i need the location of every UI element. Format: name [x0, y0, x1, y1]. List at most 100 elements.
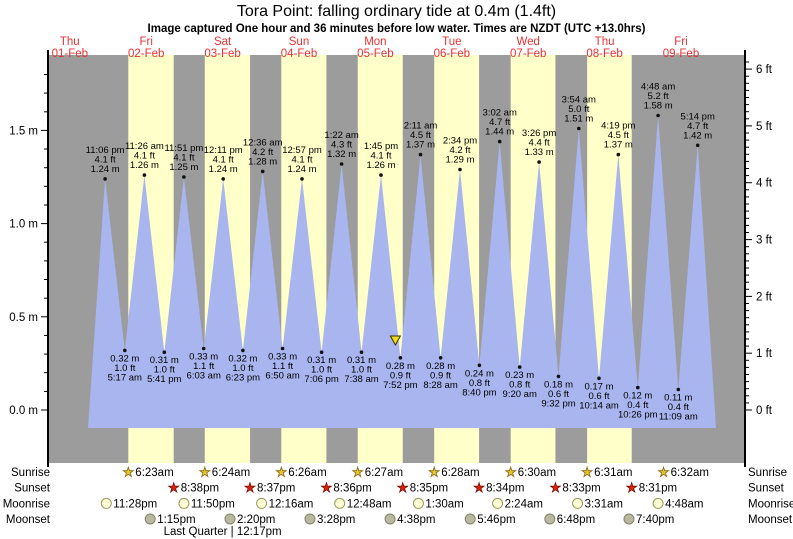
current-tide-marker-icon [389, 335, 402, 347]
sunset-row-label-left: Sunset [14, 483, 51, 495]
low-tide-label: 0.28 m 0.9 ft 8:28 am [423, 361, 457, 391]
sunrise-row-label-right: Sunrise [748, 467, 787, 479]
high-tide-point [142, 173, 147, 177]
sunrise-star-icon: ★ [199, 465, 211, 480]
moonrise-circle-icon [334, 497, 346, 509]
low-tide-label: 0.24 m 0.8 ft 8:40 pm [462, 368, 496, 398]
moonset-time: 1:15pm [157, 514, 195, 526]
left-axis-label: 1.5 m [9, 125, 38, 137]
sunset-star-icon: ★ [168, 480, 180, 495]
low-tide-label: 0.32 m 1.0 ft 6:23 pm [226, 353, 260, 383]
sunrise-time: 6:32am [671, 467, 709, 479]
sunset-time: 8:36pm [333, 483, 371, 495]
moonset-row-label-right: Moonset [748, 514, 793, 526]
high-tide-label: 11:06 pm 4.1 ft 1.24 m [86, 145, 125, 175]
day-label: Wed 07-Feb [510, 36, 546, 60]
low-tide-point [517, 365, 522, 369]
sunrise-star-icon: ★ [505, 465, 517, 480]
sunrise-row-label-left: Sunrise [11, 467, 50, 479]
high-tide-label: 2:34 pm 4.2 ft 1.29 m [443, 136, 477, 166]
low-tide-point [438, 356, 443, 360]
high-tide-point [616, 152, 621, 157]
day-label: Fri 02-Feb [128, 36, 164, 60]
high-tide-label: 2:11 am 4.5 ft 1.37 m [404, 121, 438, 151]
low-tide-label: 0.31 m 1.0 ft 7:38 am [344, 355, 378, 385]
moonrise-row-label-left: Moonrise [3, 498, 50, 510]
low-tide-label: 0.23 m 0.8 ft 9:20 am [503, 370, 537, 400]
low-tide-label: 0.32 m 1.0 ft 5:17 am [108, 353, 142, 383]
moonset-circle-icon [144, 513, 156, 525]
high-tide-point [577, 126, 581, 131]
low-tide-point [359, 350, 364, 355]
day-label: Fri 09-Feb [663, 36, 699, 60]
sunrise-star-icon: ★ [275, 465, 287, 480]
low-tide-point [556, 374, 561, 379]
moonrise-time: 3:31am [585, 498, 623, 510]
low-tide-label: 0.17 m 0.6 ft 10:14 am [579, 381, 619, 411]
sunrise-time: 6:27am [365, 467, 403, 479]
sunset-star-icon: ★ [321, 480, 333, 495]
moon-phase-label: Last Quarter | 12:17pm [164, 526, 282, 538]
moonrise-circle-icon [652, 497, 664, 509]
low-tide-point [241, 348, 245, 353]
low-tide-label: 0.33 m 1.1 ft 6:03 am [187, 352, 221, 382]
high-tide-point [418, 152, 423, 157]
moonrise-circle-icon [100, 497, 112, 509]
high-tide-label: 12:57 pm 4.1 ft 1.24 m [282, 145, 322, 175]
high-tide-label: 5:14 pm 4.7 ft 1.42 m [681, 111, 715, 141]
moonrise-time: 2:24am [505, 498, 543, 510]
high-tide-point [497, 139, 502, 144]
high-tide-point [656, 113, 660, 118]
moonset-time: 5:46pm [477, 514, 515, 526]
low-tide-point [676, 387, 681, 392]
right-axis-label: 6 ft [756, 64, 773, 76]
day-label: Sun 04-Feb [281, 36, 317, 60]
right-axis-label: 5 ft [756, 121, 773, 133]
high-tide-point [379, 173, 383, 177]
capture-note: Image captured One hour and 36 minutes b… [147, 23, 646, 35]
low-tide-label: 0.18 m 0.6 ft 9:32 pm [541, 379, 575, 409]
right-axis-label: 4 ft [756, 178, 773, 190]
sunset-star-icon: ★ [244, 480, 256, 495]
page-title: Tora Point: falling ordinary tide at 0.4… [236, 3, 557, 20]
moonset-circle-icon [304, 513, 316, 525]
moonset-circle-icon [384, 513, 396, 525]
low-tide-point [319, 350, 324, 355]
sunset-time: 8:34pm [486, 483, 524, 495]
sunrise-star-icon: ★ [352, 465, 364, 480]
moonset-circle-icon [544, 513, 556, 525]
moonset-time: 7:40pm [636, 514, 674, 526]
high-tide-label: 12:36 am 4.2 ft 1.28 m [243, 137, 283, 167]
high-tide-point [260, 169, 265, 174]
sunrise-star-icon: ★ [658, 465, 670, 480]
sunset-star-icon: ★ [397, 480, 409, 495]
low-tide-point [398, 356, 403, 360]
sunrise-time: 6:28am [441, 467, 479, 479]
moonrise-circle-icon [492, 497, 504, 509]
sunset-time: 8:35pm [410, 483, 448, 495]
right-axis-label: 2 ft [756, 291, 773, 303]
day-label: Thu 01-Feb [52, 36, 88, 60]
moonrise-time: 12:48am [347, 498, 392, 510]
high-tide-label: 4:19 pm 4.5 ft 1.37 m [601, 121, 635, 151]
high-tide-label: 12:11 pm 4.1 ft 1.24 m [204, 145, 243, 175]
moonset-time: 3:28pm [317, 514, 355, 526]
sunrise-time: 6:31am [594, 467, 632, 479]
right-axis-label: 0 ft [756, 405, 773, 417]
high-tide-point [537, 160, 541, 164]
sunset-star-icon: ★ [550, 480, 562, 495]
moonset-time: 4:38pm [397, 514, 435, 526]
low-tide-label: 0.11 m 0.4 ft 11:09 am [659, 393, 698, 423]
day-label: Sat 03-Feb [204, 36, 240, 60]
right-axis-label: 3 ft [756, 235, 773, 247]
day-label: Thu 08-Feb [586, 36, 622, 60]
sunset-star-icon: ★ [473, 480, 485, 495]
low-tide-label: 0.31 m 1.0 ft 7:06 pm [304, 355, 338, 385]
low-tide-label: 0.31 m 1.0 ft 5:41 pm [147, 355, 181, 385]
moonrise-time: 12:16am [269, 498, 314, 510]
sunrise-time: 6:24am [212, 467, 250, 479]
high-tide-point [221, 177, 225, 181]
moonset-row-label-left: Moonset [6, 514, 51, 526]
low-tide-point [280, 346, 285, 351]
tide-area [88, 115, 716, 428]
